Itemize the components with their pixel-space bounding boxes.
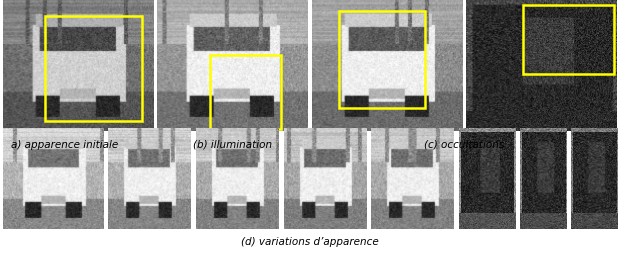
Bar — [339, 11, 425, 108]
Bar — [523, 5, 614, 74]
Text: a) apparence initiale: a) apparence initiale — [11, 140, 118, 150]
Text: (b) illumination: (b) illumination — [193, 140, 272, 150]
Bar — [45, 16, 142, 121]
Text: (d) variations d’apparence: (d) variations d’apparence — [241, 237, 379, 247]
Text: (c) occultations: (c) occultations — [424, 140, 504, 150]
Bar — [210, 55, 281, 129]
